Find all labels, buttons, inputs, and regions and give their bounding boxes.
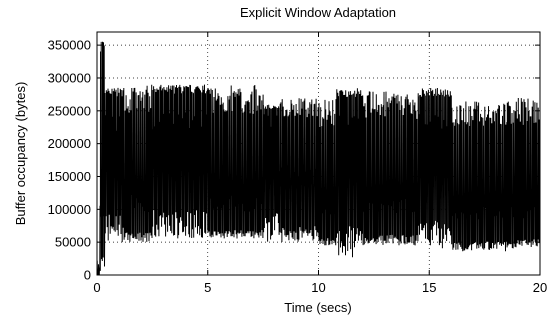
grid-lines [97,32,540,275]
y-tick-label: 100000 [48,202,91,217]
chart-title: Explicit Window Adaptation [240,5,396,20]
x-tick-label: 5 [204,280,211,295]
x-axis-label: Time (secs) [284,300,351,315]
buffer-occupancy-line [96,41,541,276]
plot-area [96,41,541,276]
y-axis-label: Buffer occupancy (bytes) [13,82,28,226]
x-tick-label: 10 [311,280,325,295]
y-tick-label: 200000 [48,136,91,151]
y-tick-label: 50000 [55,235,91,250]
y-tick-label: 150000 [48,169,91,184]
axis-ticks: 0 50000 100000 150000 200000 250000 300000 3500… [48,32,547,295]
y-tick-label: 250000 [48,103,91,118]
x-tick-label: 0 [93,280,100,295]
x-tick-label: 20 [533,280,547,295]
y-tick-label: 300000 [48,70,91,85]
y-tick-label: 0 [84,268,91,283]
y-tick-label: 350000 [48,38,91,53]
x-tick-label: 15 [422,280,436,295]
